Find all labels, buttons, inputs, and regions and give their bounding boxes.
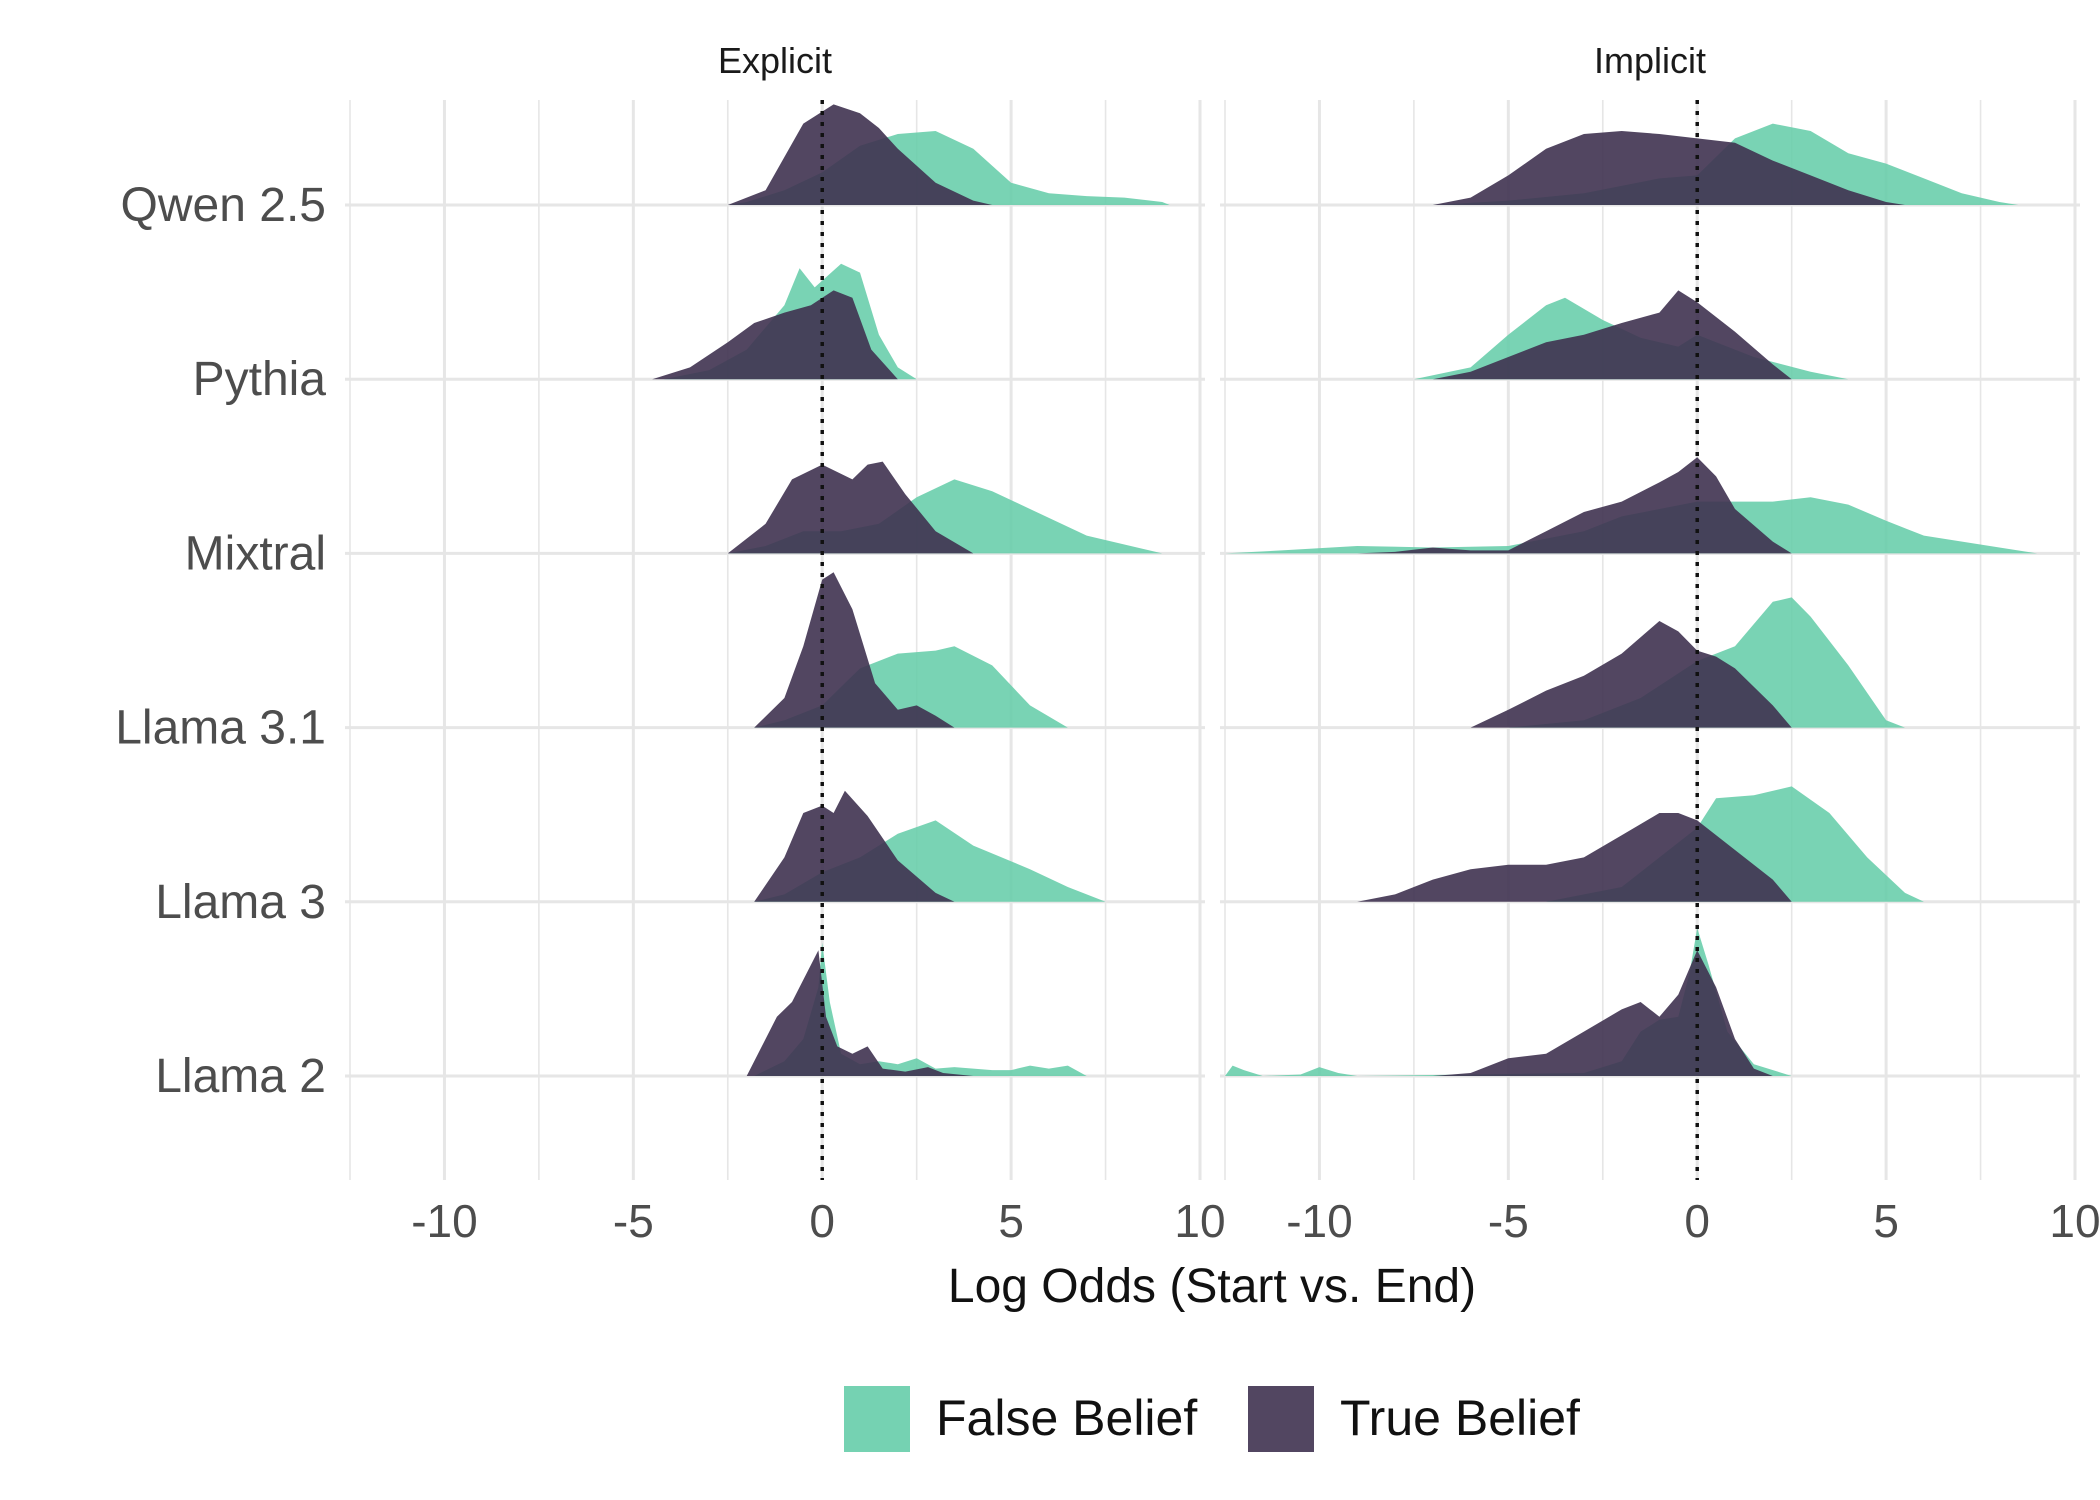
legend-label: False Belief xyxy=(936,1390,1197,1446)
x-tick-label: 5 xyxy=(998,1195,1024,1247)
density-true-belief-llama-3 xyxy=(754,790,955,902)
density-true-belief-llama-2 xyxy=(1432,950,1773,1076)
panel-title: Implicit xyxy=(1594,40,1706,81)
density-true-belief-llama-3-1 xyxy=(1470,621,1792,728)
x-tick-label: 5 xyxy=(1873,1195,1899,1247)
row-label: Llama 3.1 xyxy=(115,702,326,755)
density-false-belief-llama-2 xyxy=(754,942,1087,1076)
panel-title: Explicit xyxy=(718,40,832,81)
density-true-belief-mixtral xyxy=(1357,457,1792,554)
density-true-belief-llama-3 xyxy=(1357,813,1792,902)
x-tick-label: 0 xyxy=(1684,1195,1710,1247)
density-true-belief-llama-3-1 xyxy=(754,572,955,728)
legend: False Belief True Belief xyxy=(844,1386,1580,1452)
row-label: Qwen 2.5 xyxy=(121,179,326,232)
density-true-belief-pythia xyxy=(1432,290,1792,380)
row-label: Llama 2 xyxy=(155,1050,326,1103)
legend-label: True Belief xyxy=(1340,1390,1580,1446)
row-label: Mixtral xyxy=(185,527,326,580)
panel-explicit: Explicit -10 -5 0 5 10 xyxy=(345,40,1226,1247)
x-tick-label: 10 xyxy=(1174,1195,1225,1247)
density-true-belief-llama-2 xyxy=(746,950,974,1076)
density-true-belief-qwen-2-5 xyxy=(727,104,993,205)
x-tick-label: 10 xyxy=(2049,1195,2100,1247)
x-tick-label: -10 xyxy=(411,1195,477,1247)
x-tick-label: 0 xyxy=(809,1195,835,1247)
x-tick-label: -10 xyxy=(1286,1195,1352,1247)
panel-implicit: Implicit -10 -5 0 5 10 xyxy=(1220,40,2100,1247)
density-true-belief-qwen-2-5 xyxy=(1432,131,1905,205)
x-axis-title: Log Odds (Start vs. End) xyxy=(948,1260,1476,1313)
density-true-belief-pythia xyxy=(652,290,898,380)
x-tick-label: -5 xyxy=(1488,1195,1529,1247)
x-tick-label: -5 xyxy=(613,1195,654,1247)
row-label: Pythia xyxy=(193,353,327,406)
legend-swatch-false-belief xyxy=(844,1386,910,1452)
row-label: Llama 3 xyxy=(155,876,326,929)
legend-swatch-true-belief xyxy=(1248,1386,1314,1452)
density-true-belief-mixtral xyxy=(727,461,974,554)
